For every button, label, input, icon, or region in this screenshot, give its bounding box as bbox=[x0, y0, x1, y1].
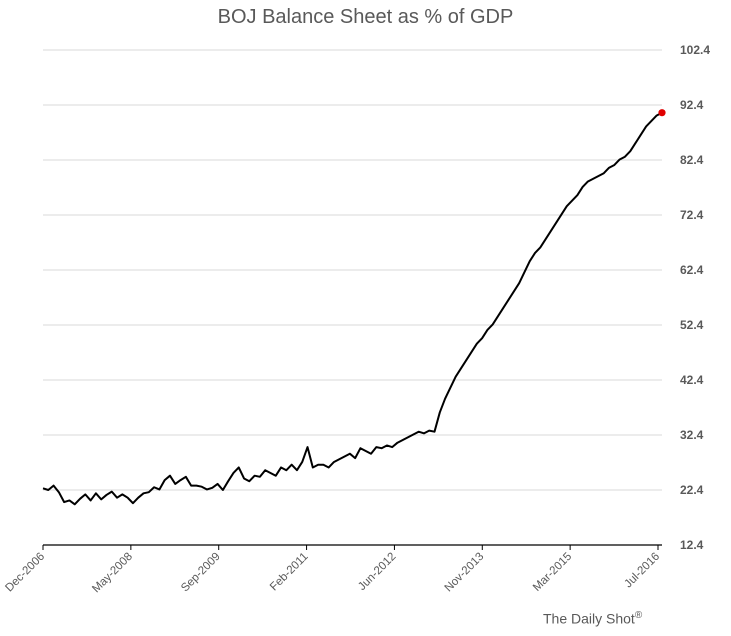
y-axis-ticks: 12.4 22.4 32.4 42.4 52.4 62.4 72.4 82.4 92.4 102.… bbox=[680, 43, 710, 552]
x-tick-label: Jul-2016 bbox=[622, 551, 662, 591]
x-tick-label: Sep-2009 bbox=[179, 551, 223, 595]
latest-point-marker bbox=[658, 109, 666, 117]
y-tick-label: 62.4 bbox=[680, 263, 704, 277]
y-tick-label: 12.4 bbox=[680, 538, 704, 552]
x-axis-ticks: Dec-2006 May-2008 Sep-2009 Feb-2011 Jun-2012… bbox=[3, 551, 662, 596]
y-tick-label: 102.4 bbox=[680, 43, 710, 57]
x-tick-label: Feb-2011 bbox=[268, 551, 311, 594]
x-tick-label: Nov-2013 bbox=[443, 551, 487, 595]
y-tick-label: 82.4 bbox=[680, 153, 704, 167]
source-text: The Daily Shot bbox=[543, 610, 635, 627]
y-tick-label: 32.4 bbox=[680, 428, 704, 442]
registered-mark: ® bbox=[634, 610, 643, 621]
y-tick-label: 42.4 bbox=[680, 373, 704, 387]
y-tick-label: 22.4 bbox=[680, 483, 704, 497]
x-axis bbox=[42, 544, 662, 550]
y-tick-label: 72.4 bbox=[680, 208, 704, 222]
series-layer bbox=[42, 109, 666, 506]
source-credit: The Daily Shot® bbox=[543, 610, 642, 627]
series-line bbox=[42, 111, 663, 506]
x-tick-label: May-2008 bbox=[90, 551, 135, 596]
x-tick-label: Jun-2012 bbox=[356, 551, 398, 593]
x-tick-label: Mar-2015 bbox=[531, 551, 574, 594]
y-tick-label: 52.4 bbox=[680, 318, 704, 332]
chart-title: BOJ Balance Sheet as % of GDP bbox=[217, 6, 514, 28]
x-tick-label: Dec-2006 bbox=[3, 551, 47, 595]
y-tick-label: 92.4 bbox=[680, 98, 704, 112]
gridlines bbox=[43, 49, 662, 491]
